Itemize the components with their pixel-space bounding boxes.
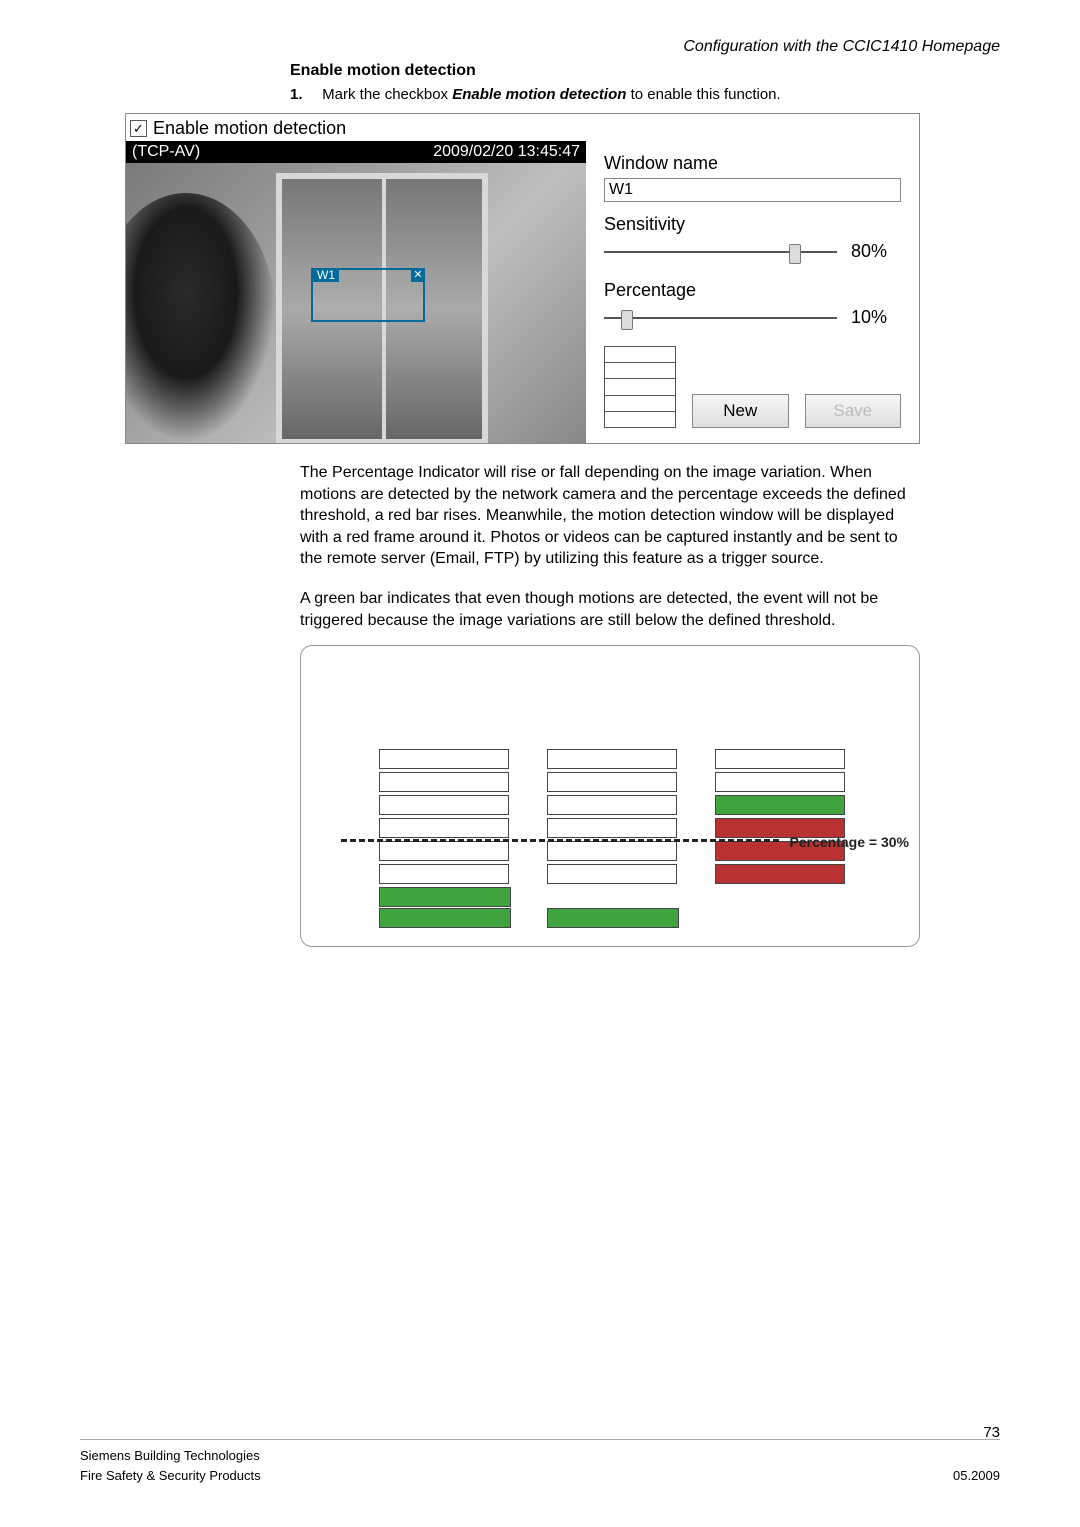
percentage-slider-thumb[interactable] — [621, 310, 633, 330]
motion-window-label: W1 — [313, 268, 339, 282]
sensitivity-slider-thumb[interactable] — [789, 244, 801, 264]
paragraph-2: A green bar indicates that even though m… — [300, 588, 920, 631]
video-frame[interactable]: W1 ✕ — [126, 163, 586, 443]
bar-cell — [715, 749, 845, 769]
paragraph-1: The Percentage Indicator will rise or fa… — [300, 462, 920, 570]
bar-cell — [547, 772, 677, 792]
sensitivity-slider[interactable] — [604, 242, 837, 262]
enable-motion-checkbox[interactable]: ✓ — [130, 120, 147, 137]
motion-detection-screenshot: ✓ Enable motion detection (TCP-AV) 2009/… — [125, 113, 920, 444]
sensitivity-value: 80% — [851, 241, 901, 262]
threshold-line — [341, 839, 779, 842]
bar-cell — [547, 749, 677, 769]
bar-cell-green — [379, 908, 511, 928]
window-name-input[interactable] — [604, 178, 901, 202]
bar-cell — [547, 841, 677, 861]
bar-cell — [547, 795, 677, 815]
enable-motion-label: Enable motion detection — [153, 118, 346, 139]
sensitivity-label: Sensitivity — [604, 214, 901, 235]
bar-cell — [547, 864, 677, 884]
bar-column — [715, 749, 845, 884]
stream-type-label: (TCP-AV) — [132, 143, 200, 161]
window-name-label: Window name — [604, 153, 901, 174]
percentage-value: 10% — [851, 307, 901, 328]
bar-cell — [379, 818, 509, 838]
bar-column — [379, 749, 509, 884]
footer-date: 05.2009 — [953, 1466, 1000, 1486]
page-footer: Siemens Building Technologies Fire Safet… — [80, 1439, 1000, 1485]
step-line: 1. Mark the checkbox Enable motion detec… — [290, 86, 1000, 103]
bar-cell — [547, 818, 677, 838]
bar-cell-green — [547, 908, 679, 928]
save-button[interactable]: Save — [805, 394, 902, 428]
bar-cell — [379, 795, 509, 815]
timestamp-label: 2009/02/20 13:45:47 — [433, 143, 580, 161]
percentage-slider[interactable] — [604, 308, 837, 328]
video-preview: (TCP-AV) 2009/02/20 13:45:47 W1 ✕ — [126, 141, 586, 443]
header-chapter: Configuration with the CCIC1410 Homepage — [683, 38, 1000, 56]
activity-meter — [604, 346, 676, 428]
bar-cell — [715, 795, 845, 815]
scene-plant — [126, 193, 276, 443]
bar-cell — [379, 749, 509, 769]
new-button[interactable]: New — [692, 394, 789, 428]
bar-cell-green — [379, 887, 511, 907]
bar-cell — [715, 772, 845, 792]
step-text-prefix: Mark the checkbox — [322, 86, 452, 103]
threshold-label: Percentage = 30% — [790, 834, 909, 850]
bar-cell — [379, 864, 509, 884]
motion-controls-panel: Window name Sensitivity 80% Percentage — [586, 141, 919, 443]
step-text-suffix: to enable this function. — [626, 86, 780, 103]
step-number: 1. — [290, 86, 318, 103]
bar-column — [547, 749, 677, 884]
percentage-label: Percentage — [604, 280, 901, 301]
step-text-bold: Enable motion detection — [452, 86, 626, 103]
bar-cell — [379, 772, 509, 792]
threshold-diagram: Percentage = 30% — [300, 645, 920, 947]
footer-division: Fire Safety & Security Products — [80, 1466, 261, 1486]
bar-cell — [715, 864, 845, 884]
footer-company: Siemens Building Technologies — [80, 1446, 261, 1466]
motion-window-close-icon[interactable]: ✕ — [411, 268, 425, 282]
bar-cell — [379, 841, 509, 861]
motion-window[interactable]: W1 ✕ — [311, 268, 425, 322]
section-title: Enable motion detection — [290, 62, 1000, 80]
